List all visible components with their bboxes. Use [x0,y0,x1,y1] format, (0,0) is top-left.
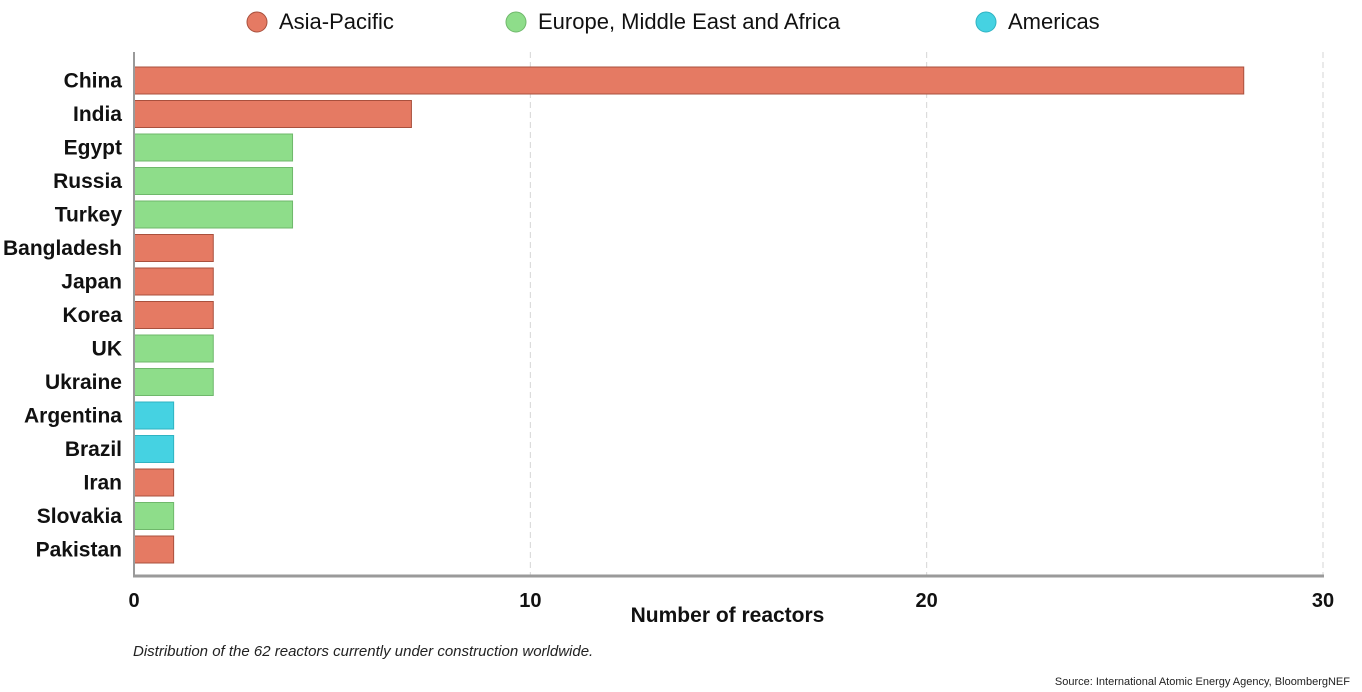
legend-item-asia-pacific: Asia-Pacific [246,9,394,34]
bar-china [133,66,1245,95]
category-label-india: India [73,103,122,126]
bar-iran [133,468,175,497]
category-label-turkey: Turkey [55,204,123,227]
x-tick-label-20: 20 [916,590,938,612]
bar-turkey [133,200,294,229]
bar-ukraine [133,368,214,396]
legend-swatch-asia-pacific [246,11,268,33]
legend-swatch-europe-middle-east-and-africa [505,11,527,33]
x-axis-title: Number of reactors [631,604,825,627]
source-note: Source: International Atomic Energy Agen… [1054,676,1350,688]
category-label-bangladesh: Bangladesh [3,237,122,260]
category-label-china: China [64,70,123,93]
bar-japan [133,267,214,296]
x-tick-label-30: 30 [1312,590,1334,612]
bars [133,66,1245,564]
category-label-uk: UK [92,338,122,361]
category-label-iran: Iran [83,472,122,495]
bar-russia [133,167,294,195]
category-label-slovakia: Slovakia [37,505,123,528]
bar-pakistan [133,535,175,564]
legend-item-americas: Americas [975,9,1100,34]
legend-label-americas: Americas [1008,9,1100,34]
category-label-ukraine: Ukraine [45,371,122,394]
category-label-argentina: Argentina [24,405,122,428]
x-tick-label-10: 10 [519,590,541,612]
category-label-korea: Korea [62,304,122,327]
category-label-egypt: Egypt [64,137,122,160]
legend-label-europe-middle-east-and-africa: Europe, Middle East and Africa [538,9,841,34]
bar-india [133,100,412,128]
bar-bangladesh [133,234,214,262]
category-label-brazil: Brazil [65,438,122,461]
axes [133,52,1324,578]
bar-korea [133,301,214,329]
x-tick-label-0: 0 [128,590,139,612]
category-label-russia: Russia [53,170,122,193]
category-labels: China India Egypt Russia Turkey Bangladesh Jap… [3,70,122,562]
bar-argentina [133,401,175,430]
gridlines [529,52,1324,576]
legend: Asia-Pacific Europe, Middle East and Afri… [246,9,1100,34]
x-tick-labels: 0 10 20 30 [128,590,1334,612]
bar-uk [133,334,214,363]
legend-label-asia-pacific: Asia-Pacific [279,9,394,34]
bar-slovakia [133,502,175,530]
legend-item-europe-middle-east-and-africa: Europe, Middle East and Africa [505,9,841,34]
chart-caption: Distribution of the 62 reactors currentl… [133,643,594,660]
category-label-pakistan: Pakistan [36,539,122,562]
bar-egypt [133,133,294,162]
bar-brazil [133,435,175,463]
legend-swatch-americas [975,11,997,33]
category-label-japan: Japan [61,271,122,294]
